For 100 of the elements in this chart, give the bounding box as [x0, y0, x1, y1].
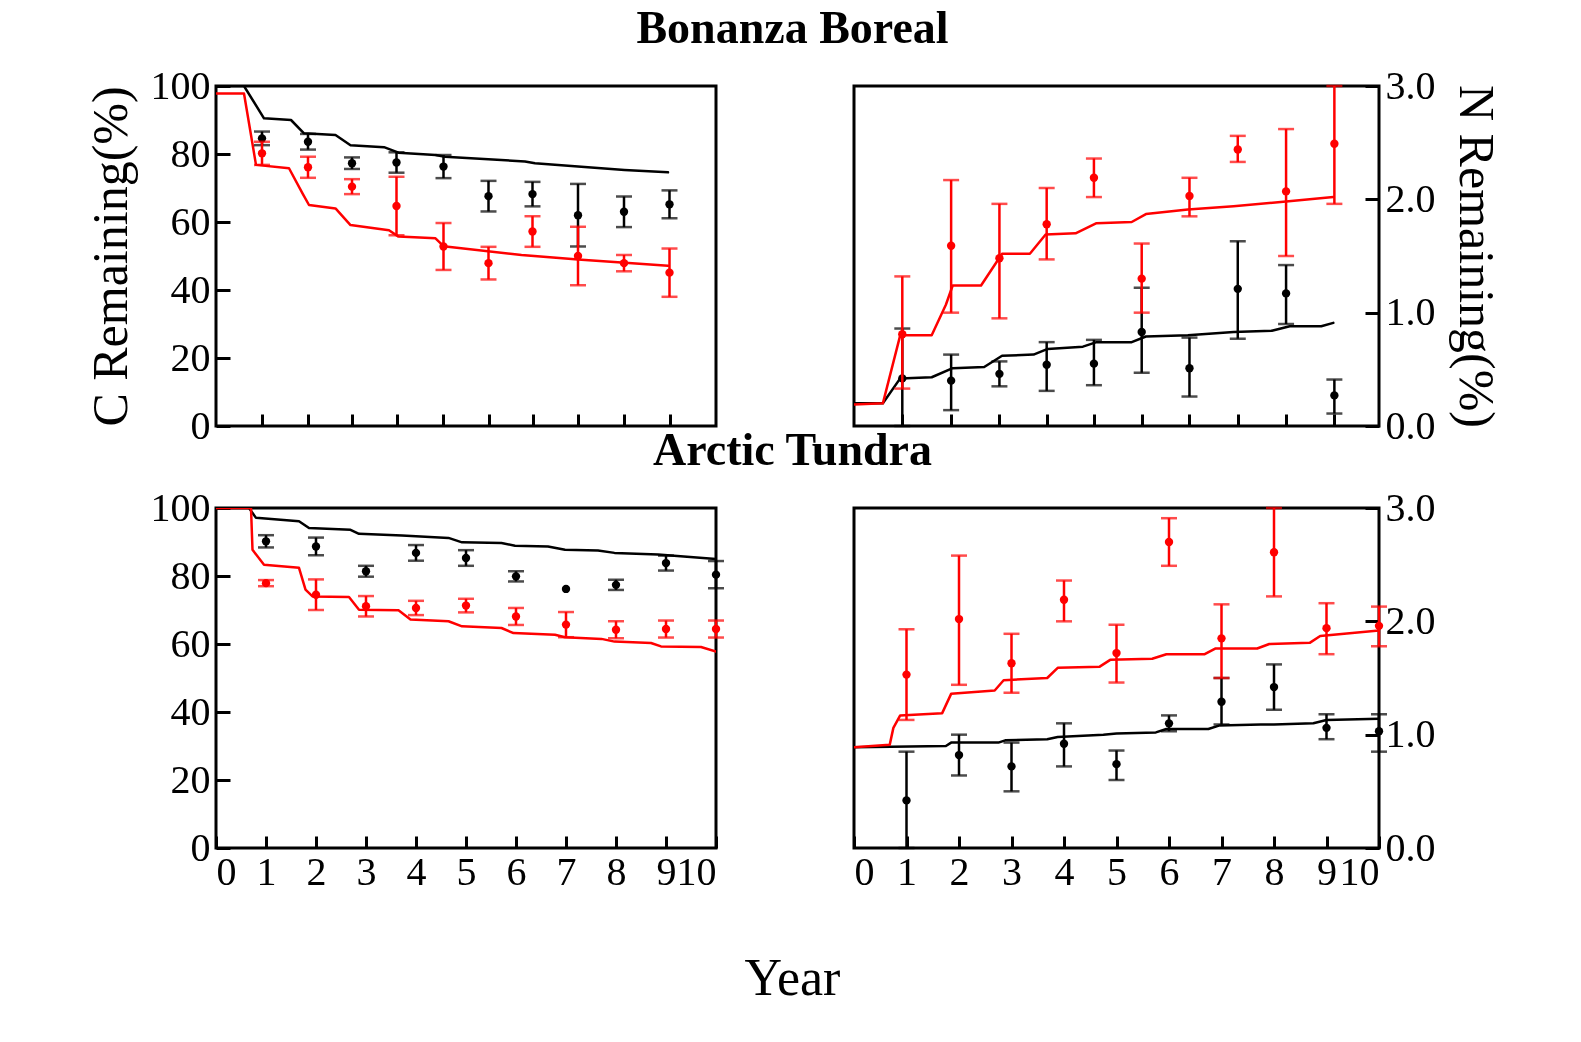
- point: [1007, 762, 1016, 771]
- x-tick-label: 5: [456, 848, 477, 894]
- point: [528, 189, 537, 199]
- point: [1089, 173, 1099, 182]
- x-axis-title: Year: [744, 948, 841, 1006]
- point: [665, 268, 674, 277]
- x-tick-label: 8: [606, 848, 627, 894]
- x-tick-label: 2: [949, 848, 970, 894]
- point: [528, 227, 537, 236]
- point: [1281, 187, 1291, 196]
- y-tick-label: 0.0: [1385, 402, 1436, 448]
- y-tick-label: 60: [170, 198, 211, 244]
- chart-title: Arctic Tundra: [652, 423, 933, 475]
- point: [439, 162, 448, 171]
- y-tick-label: 2.0: [1385, 175, 1436, 221]
- point: [392, 201, 401, 211]
- point: [1330, 139, 1339, 148]
- point: [311, 590, 321, 599]
- x-tick-label: 3: [356, 848, 377, 894]
- point: [484, 191, 493, 201]
- point: [1059, 739, 1069, 748]
- point: [1042, 360, 1051, 369]
- chart-title: Bonanza Boreal: [636, 1, 949, 53]
- point: [954, 750, 964, 760]
- point: [619, 207, 629, 216]
- point: [484, 258, 493, 268]
- point: [1374, 621, 1384, 631]
- x-tick-label: 9: [1317, 848, 1337, 894]
- y-tick-label: 0: [190, 402, 211, 448]
- y-tick-label: 100: [150, 484, 211, 530]
- point: [1185, 191, 1194, 201]
- point: [665, 200, 674, 209]
- point: [1137, 327, 1146, 337]
- y-tick-label: 40: [170, 266, 211, 312]
- y-tick-label: 80: [170, 552, 211, 598]
- x-tick-label: 7: [1212, 848, 1232, 894]
- point: [661, 624, 671, 634]
- point: [1217, 697, 1226, 706]
- point: [711, 624, 721, 634]
- point: [1137, 274, 1146, 283]
- x-tick-label: 1: [256, 848, 277, 894]
- point: [1112, 648, 1121, 658]
- point: [511, 612, 521, 621]
- point: [1007, 659, 1016, 668]
- point: [439, 242, 448, 251]
- point: [902, 670, 911, 679]
- point: [1269, 682, 1279, 692]
- point: [611, 625, 621, 634]
- y-tick-label: 20: [170, 334, 211, 380]
- point: [1042, 220, 1051, 229]
- y-tick-label: 0.0: [1385, 824, 1436, 870]
- y-tick-label: 20: [170, 756, 211, 802]
- x-tick-label: 5: [1107, 848, 1127, 894]
- point: [347, 182, 357, 191]
- x-tick-label: 1: [897, 848, 917, 894]
- point: [1330, 391, 1339, 400]
- point: [1322, 723, 1331, 733]
- x-tick-label: 4: [1054, 848, 1075, 894]
- y-axis-title: N Remaining(%): [1448, 85, 1505, 428]
- point: [392, 158, 401, 167]
- point: [303, 137, 313, 146]
- point: [303, 163, 313, 172]
- x-tick-label: 9: [656, 848, 677, 894]
- point: [1164, 537, 1174, 547]
- point: [1185, 364, 1194, 373]
- y-tick-label: 60: [170, 620, 211, 666]
- point: [954, 614, 964, 624]
- point: [946, 376, 956, 385]
- x-tick-label: 10: [1339, 848, 1380, 894]
- point: [257, 149, 267, 158]
- point: [995, 254, 1004, 263]
- y-axis-title: C Remaining(%): [81, 86, 138, 427]
- x-tick-label: 3: [1002, 848, 1022, 894]
- x-tick-label: 0: [854, 848, 875, 894]
- point: [1269, 548, 1279, 557]
- y-tick-label: 80: [170, 130, 211, 176]
- point: [619, 258, 629, 268]
- x-tick-label: 4: [406, 848, 427, 894]
- y-tick-label: 40: [170, 688, 211, 734]
- point: [995, 369, 1004, 379]
- point: [1374, 727, 1384, 736]
- x-tick-label: 2: [306, 848, 327, 894]
- point: [902, 796, 911, 805]
- point: [1281, 289, 1291, 298]
- point: [1112, 759, 1121, 769]
- x-tick-label: 10: [676, 848, 717, 894]
- point: [573, 211, 583, 220]
- point: [561, 584, 571, 594]
- point: [1233, 284, 1242, 294]
- x-tick-label: 6: [506, 848, 527, 894]
- y-tick-label: 3.0: [1385, 62, 1436, 108]
- x-tick-label: 7: [556, 848, 577, 894]
- point: [1059, 595, 1069, 604]
- point: [946, 241, 956, 250]
- point: [898, 330, 907, 339]
- point: [1089, 359, 1099, 368]
- point: [711, 570, 721, 579]
- x-tick-label: 8: [1264, 848, 1285, 894]
- y-tick-label: 2.0: [1385, 597, 1436, 643]
- point: [1322, 623, 1331, 633]
